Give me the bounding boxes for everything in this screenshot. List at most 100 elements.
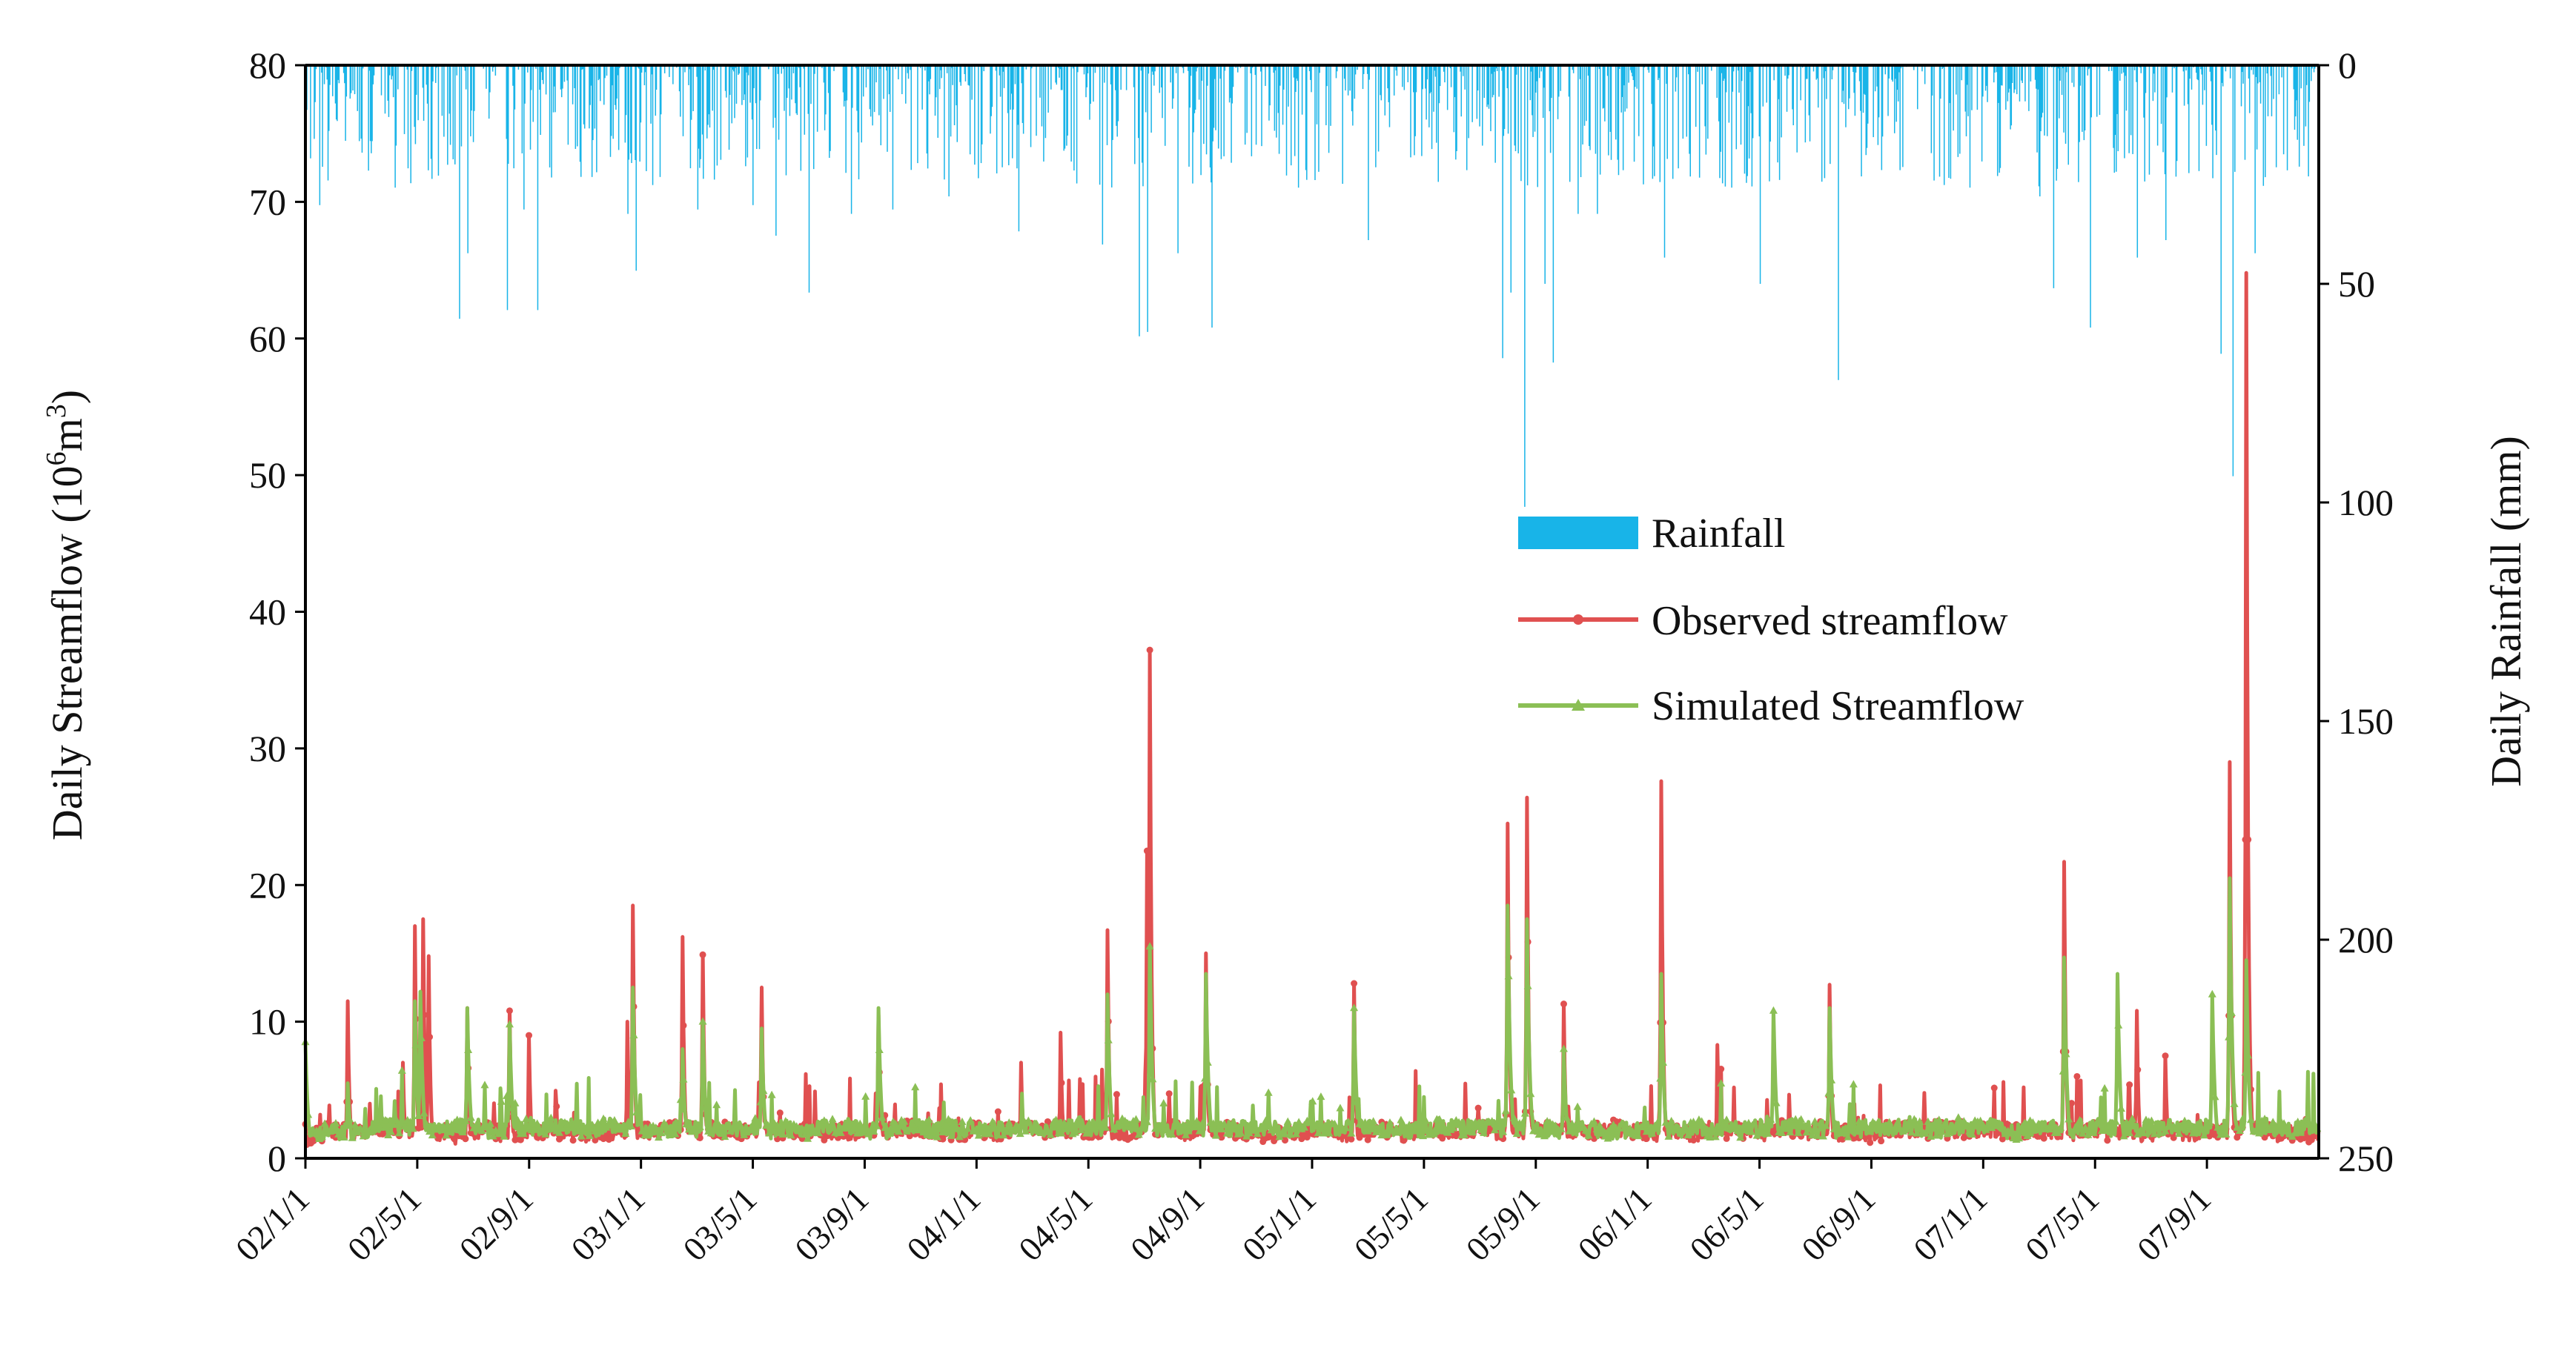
- rainfall-bar: [892, 65, 894, 210]
- rainfall-bar: [591, 65, 593, 177]
- simulated-streamflow-point: [996, 1124, 1005, 1132]
- rainfall-bar: [1809, 65, 1811, 142]
- simulated-streamflow-point: [850, 1123, 859, 1131]
- rainfall-bar: [1695, 65, 1697, 127]
- rainfall-bar: [2240, 65, 2242, 107]
- rainfall-bar: [529, 65, 532, 150]
- rainfall-bar: [615, 65, 617, 110]
- rainfall-bar: [430, 65, 432, 159]
- simulated-streamflow-point: [320, 1119, 329, 1127]
- rainfall-bar: [1788, 65, 1789, 76]
- rainfall-bar: [2152, 65, 2154, 102]
- simulated-streamflow-point: [1272, 1126, 1281, 1134]
- rainfall-bar: [1207, 65, 1208, 86]
- observed-streamflow-point: [821, 1136, 828, 1143]
- simulated-streamflow-point: [878, 1113, 887, 1121]
- rainfall-bar: [1070, 65, 1072, 162]
- rainfall-bar: [1318, 65, 1320, 172]
- observed-streamflow-point: [994, 1108, 1001, 1115]
- rainfall-bar: [1231, 65, 1234, 104]
- rainfall-bar: [926, 65, 928, 154]
- rainfall-bar: [878, 65, 880, 116]
- rainfall-bar: [1093, 65, 1094, 102]
- simulated-streamflow-point: [594, 1118, 603, 1126]
- simulated-streamflow-point: [1998, 1123, 2007, 1131]
- rainfall-bar: [1675, 65, 1678, 78]
- rainfall-bar: [768, 65, 769, 70]
- simulated-streamflow-point: [2065, 1115, 2073, 1123]
- rainfall-bar: [491, 65, 494, 72]
- rainfall-bar: [842, 65, 844, 93]
- rainfall-bar: [1285, 65, 1288, 176]
- rainfall-bar: [704, 65, 706, 71]
- rainfall-bar: [1897, 65, 1899, 102]
- rainfall-bar: [345, 65, 348, 97]
- rainfall-bar: [2286, 65, 2288, 170]
- rainfall-bar: [1217, 65, 1219, 149]
- simulated-streamflow-point: [864, 1129, 873, 1138]
- rainfall-bar: [1377, 65, 1380, 152]
- simulated-streamflow-point: [1168, 1129, 1176, 1138]
- rainfall-bar: [999, 65, 1001, 76]
- simulated-streamflow-point: [1022, 1126, 1030, 1135]
- simulated-streamflow-point: [2097, 1126, 2106, 1135]
- rainfall-bar: [521, 65, 523, 153]
- rainfall-bar: [1209, 65, 1211, 167]
- rainfall-bar: [1308, 65, 1311, 72]
- rainfall-bar: [1482, 65, 1483, 146]
- rainfall-bar: [1659, 65, 1661, 182]
- rainfall-bar: [652, 65, 654, 185]
- simulated-streamflow-point: [1107, 1109, 1116, 1118]
- rainfall-bar: [703, 65, 704, 179]
- rainfall-bar: [1618, 65, 1620, 176]
- simulated-streamflow-point: [2205, 1118, 2214, 1126]
- simulated-streamflow-point: [503, 1091, 511, 1099]
- rainfall-bar: [967, 65, 969, 85]
- rainfall-bar: [2314, 65, 2316, 69]
- rainfall-bar: [597, 65, 600, 81]
- rainfall-bar: [1812, 65, 1815, 72]
- rainfall-bar: [2125, 65, 2126, 76]
- rainfall-bar: [2007, 65, 2009, 102]
- simulated-streamflow-point: [1951, 1123, 1960, 1131]
- rainfall-bar: [1454, 65, 1456, 98]
- rainfall-bar: [1610, 65, 1612, 160]
- simulated-streamflow-point: [2122, 1118, 2131, 1126]
- rainfall-bar: [1468, 65, 1469, 139]
- right-tick-label: 0: [2338, 44, 2357, 86]
- simulated-streamflow-point: [1322, 1124, 1331, 1132]
- rainfall-bar: [406, 65, 408, 70]
- rainfall-bar: [883, 65, 884, 99]
- simulated-streamflow-point: [1772, 1098, 1781, 1106]
- simulated-streamflow-point: [2114, 1020, 2123, 1029]
- rainfall-bar: [846, 65, 848, 101]
- simulated-streamflow-point: [1222, 1129, 1231, 1137]
- simulated-streamflow-point: [663, 1122, 672, 1130]
- simulated-streamflow-point: [489, 1132, 497, 1140]
- rainfall-bar: [898, 65, 899, 80]
- observed-streamflow-point: [1110, 1132, 1118, 1140]
- left-tick-label: 30: [249, 728, 286, 769]
- rainfall-bar: [1231, 65, 1232, 163]
- rainfall-bar: [328, 65, 330, 131]
- rainfall-bar: [2084, 65, 2086, 130]
- rainfall-bar: [2308, 65, 2311, 102]
- observed-streamflow-point: [939, 1135, 947, 1143]
- rainfall-bar: [594, 65, 596, 129]
- rainfall-bar: [733, 65, 735, 72]
- rainfall-bar: [1800, 65, 1801, 101]
- rainfall-bar: [1171, 65, 1173, 109]
- rainfall-bar: [592, 65, 594, 141]
- rainfall-bar: [583, 65, 586, 129]
- simulated-streamflow-point: [1046, 1130, 1055, 1138]
- rainfall-bar: [321, 65, 322, 73]
- simulated-streamflow-point: [2265, 1124, 2274, 1132]
- rainfall-bar: [1368, 65, 1370, 80]
- rainfall-bar: [1041, 65, 1043, 127]
- rainfall-bar: [1931, 65, 1933, 96]
- rainfall-bar: [1635, 65, 1636, 87]
- rainfall-bar: [1014, 65, 1016, 84]
- observed-streamflow-point: [1999, 1135, 2006, 1143]
- simulated-streamflow-point: [508, 1103, 517, 1112]
- rainfall-bar: [2011, 65, 2013, 84]
